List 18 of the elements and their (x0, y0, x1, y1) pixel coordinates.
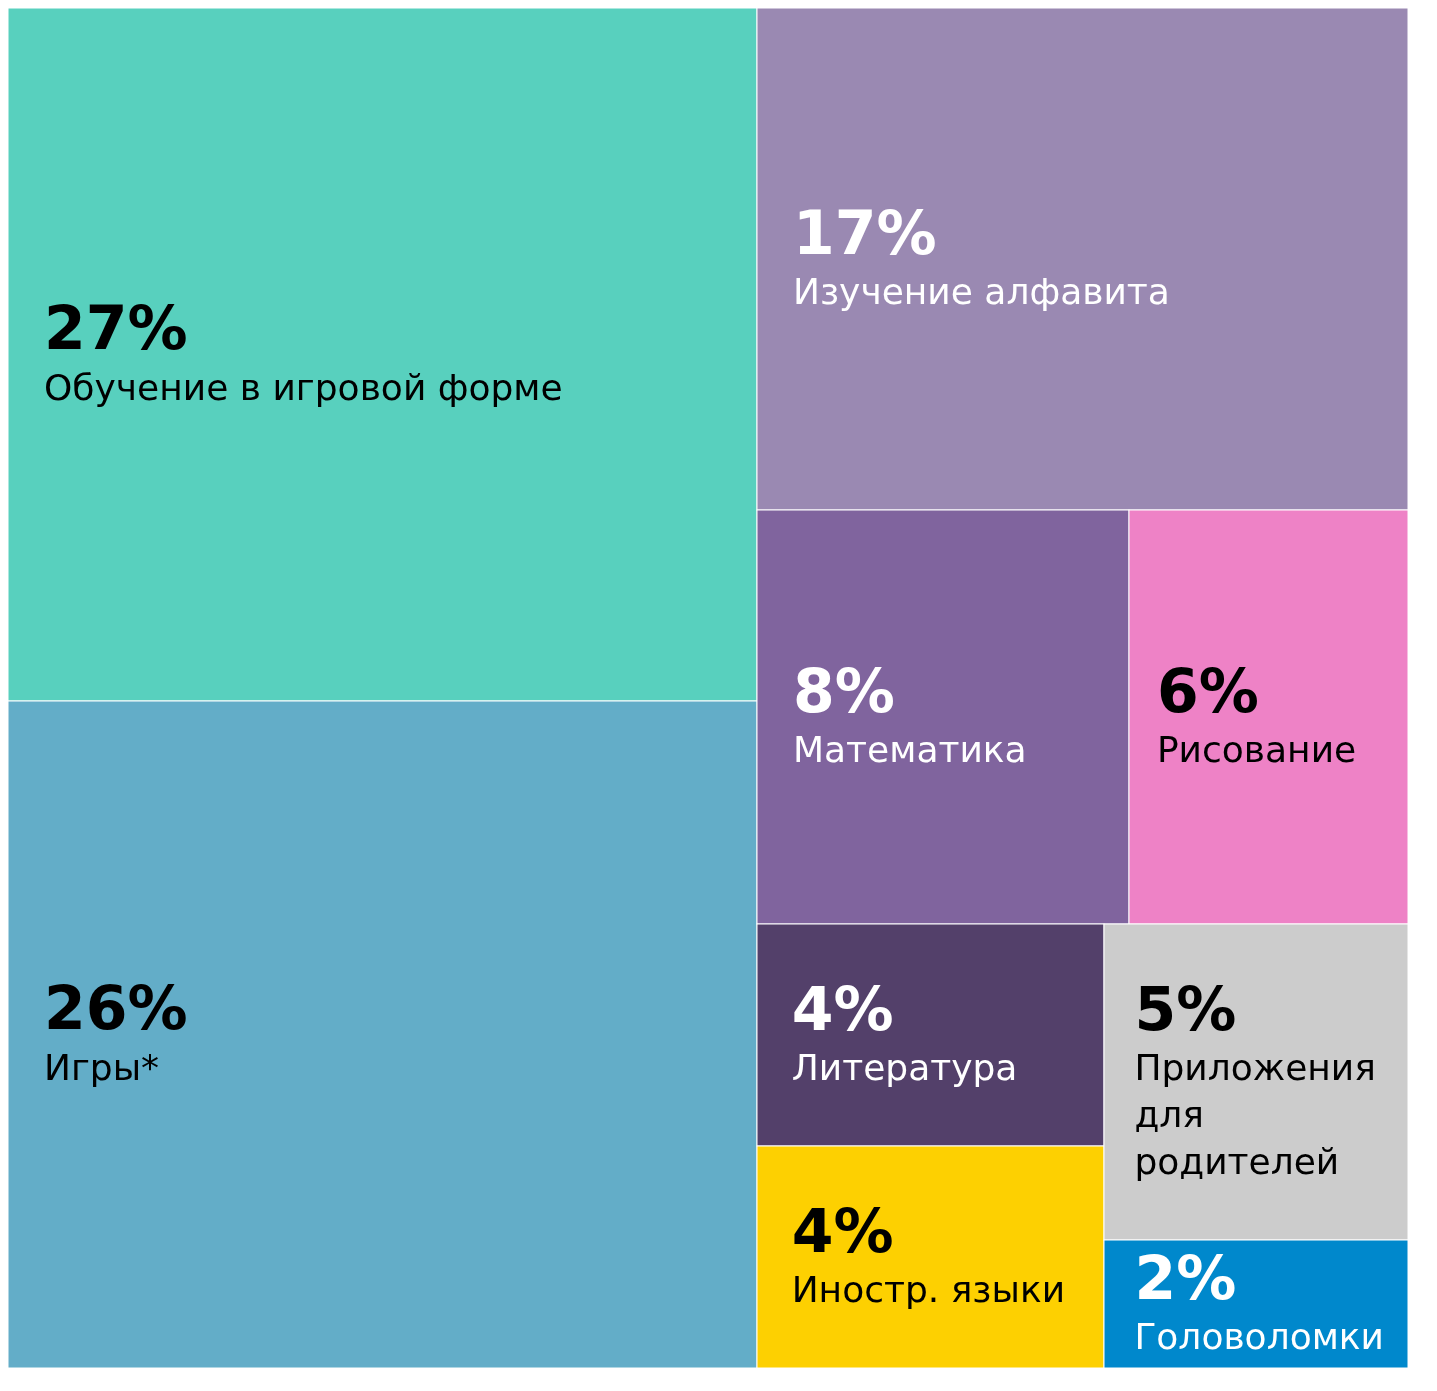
data-label: 17% (793, 197, 937, 268)
data-label: 27% (44, 293, 188, 364)
data-label: 26% (44, 973, 188, 1044)
data-label: 4% (791, 1195, 894, 1266)
data-label: 5% (1134, 973, 1237, 1044)
data-label: 4% (791, 973, 894, 1044)
category-label: Рисование (1156, 729, 1357, 770)
category-label: Головоломки (1134, 1316, 1384, 1357)
category-label: Математика (793, 729, 1027, 770)
category-label: Изучение алфавита (793, 271, 1170, 312)
data-label: 2% (1134, 1242, 1237, 1313)
category-label: Иностр. языки (791, 1269, 1066, 1310)
category-label: Обучение в игровой форме (44, 366, 563, 408)
category-label: Игры* (44, 1046, 160, 1088)
data-label: 6% (1156, 655, 1259, 726)
category-label: Приложения для родителей (1134, 1047, 1376, 1182)
category-label: Литература (791, 1047, 1018, 1088)
data-label: 8% (793, 655, 895, 726)
